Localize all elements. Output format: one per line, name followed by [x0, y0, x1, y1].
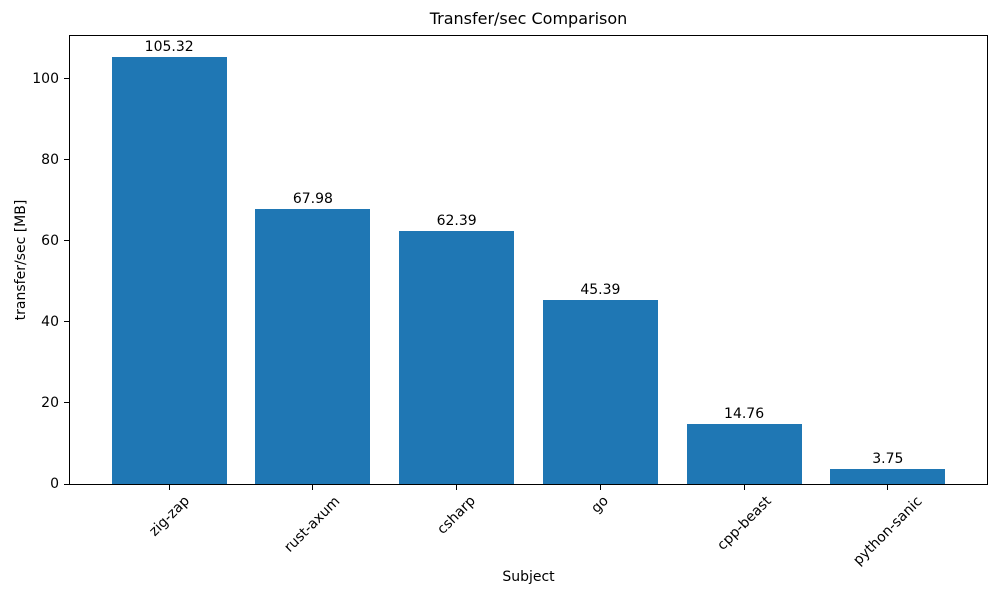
- x-tick-mark: [168, 485, 170, 490]
- x-tick-mark: [743, 485, 745, 490]
- y-tick-label: 40: [41, 313, 59, 330]
- x-tick-label: csharp: [434, 493, 479, 538]
- y-tick-label: 100: [32, 70, 59, 87]
- x-tick-label: cpp-beast: [714, 493, 775, 554]
- x-tick-label: zig-zap: [145, 493, 193, 540]
- x-tick-mark: [887, 485, 889, 490]
- x-axis-label: Subject: [502, 569, 555, 585]
- bar-value-label: 14.76: [724, 406, 765, 423]
- bar-value-label: 3.75: [872, 450, 904, 467]
- y-tick-mark: [64, 483, 69, 485]
- y-axis-label: transfer/sec [MB]: [13, 199, 29, 321]
- y-tick-label: 0: [50, 476, 59, 492]
- y-tick-label: 20: [41, 394, 59, 411]
- y-tick-mark: [64, 159, 69, 161]
- x-tick-label: rust-axum: [281, 493, 344, 556]
- bar-value-label: 45.39: [580, 282, 621, 299]
- y-tick-mark: [64, 78, 69, 80]
- y-tick-mark: [64, 402, 69, 404]
- bar-value-label: 62.39: [436, 213, 477, 230]
- bar-csharp: [399, 231, 515, 484]
- y-tick-label: 80: [41, 151, 59, 168]
- bar-go: [542, 300, 658, 484]
- y-tick-label: 60: [41, 232, 59, 249]
- bar-cpp-beast: [686, 424, 802, 484]
- bar-rust-axum: [255, 208, 371, 484]
- x-tick-mark: [599, 485, 601, 490]
- x-tick-label: python-sanic: [850, 493, 926, 569]
- x-tick-mark: [312, 485, 314, 490]
- bar-python-sanic: [830, 468, 946, 484]
- plot-area: 0 20 40 60 80 100 105.32 zig-zap 67.98 rust-axum 6…: [32, 35, 988, 568]
- x-tick-label: go: [588, 492, 613, 517]
- bar-value-label: 105.32: [144, 39, 194, 56]
- x-tick-mark: [456, 485, 458, 490]
- bar-value-label: 67.98: [292, 190, 333, 207]
- bar-zig-zap: [111, 57, 227, 484]
- y-tick-mark: [64, 240, 69, 242]
- chart-title: Transfer/sec Comparison: [429, 9, 628, 28]
- y-tick-mark: [64, 321, 69, 323]
